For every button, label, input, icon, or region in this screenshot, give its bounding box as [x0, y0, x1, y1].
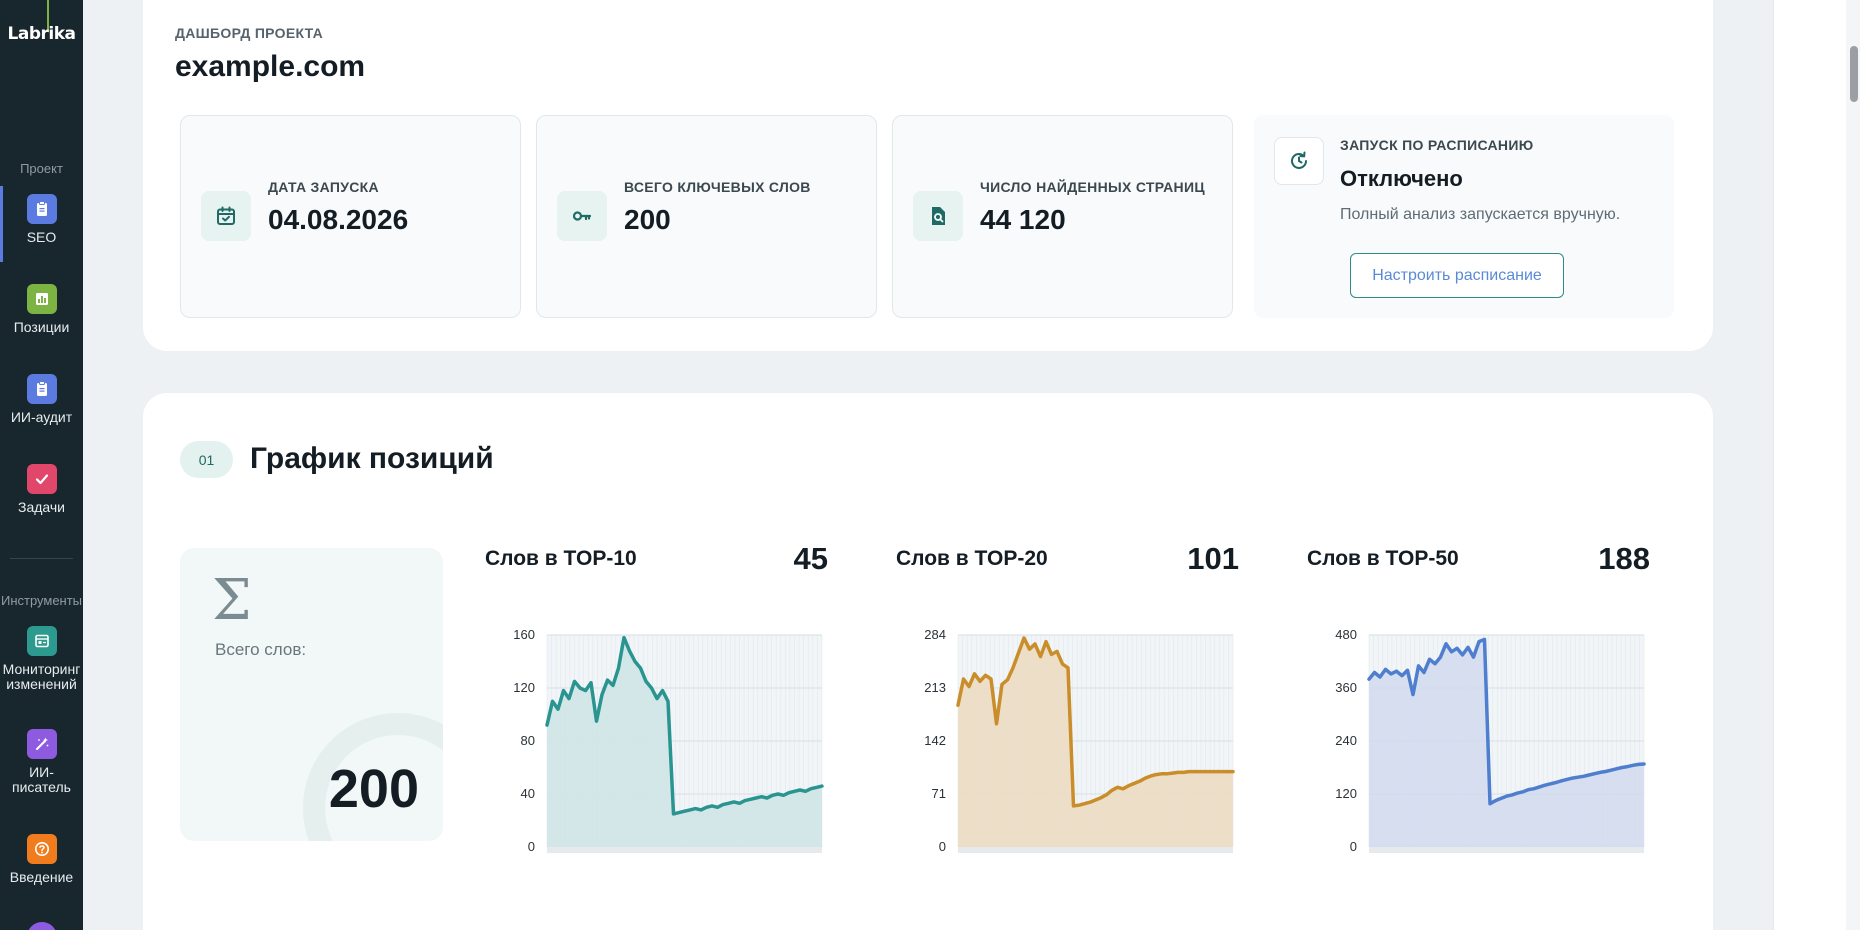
schedule-description: Полный анализ запускается вручную.	[1340, 206, 1621, 223]
x-axis	[1369, 847, 1644, 853]
sidebar-item-label: ИИ-аудит	[10, 409, 73, 425]
y-tick-label: 120	[1335, 786, 1357, 801]
chart-top20[interactable]: 0 71 142 213 284	[906, 625, 1246, 855]
total-words-value: 200	[328, 759, 419, 819]
x-axis	[958, 847, 1233, 853]
y-tick-label: 142	[924, 733, 946, 748]
right-panel	[1773, 0, 1846, 930]
y-tick-label: 0	[1350, 839, 1357, 854]
sidebar-section-tools: Инструменты	[0, 593, 83, 608]
total-words-label: Всего слов:	[215, 640, 307, 659]
sidebar-section-project: Проект	[20, 161, 63, 176]
y-tick-label: 0	[939, 839, 946, 854]
x-axis	[547, 847, 822, 853]
logo[interactable]: Labrika	[7, 24, 76, 44]
schedule-card: ЗАПУСК ПО РАСПИСАНИЮ Отключено Полный ан…	[1254, 115, 1674, 318]
monitor-window-icon	[26, 626, 57, 656]
sidebar-item-label: Задачи	[17, 499, 65, 515]
y-tick-label: 80	[521, 733, 535, 748]
sidebar-item-label: Позиции	[13, 319, 70, 335]
y-tick-label: 284	[924, 627, 946, 642]
y-tick-label: 0	[528, 839, 535, 854]
sidebar-item-tasks[interactable]: Задачи	[0, 464, 83, 515]
bar-chart-icon	[26, 284, 57, 314]
search-document-icon	[913, 191, 963, 241]
sidebar: Labrika Проект SEO Позиции ИИ-аудит Зада…	[0, 0, 83, 930]
page-title: example.com	[175, 50, 366, 83]
magic-wand-icon	[26, 729, 57, 759]
page-overline: ДАШБОРД ПРОЕКТА	[175, 25, 324, 41]
schedule-refresh-icon	[1274, 137, 1324, 185]
sidebar-item-label: Введение	[9, 869, 74, 885]
clipboard-icon	[26, 374, 57, 404]
chart-value: 101	[1187, 541, 1239, 576]
chart-top10[interactable]: 0 40 80 120 160	[495, 625, 835, 855]
stat-label: ЧИСЛО НАЙДЕННЫХ СТРАНИЦ	[980, 179, 1205, 195]
y-tick-label: 213	[924, 680, 946, 695]
stat-label: ВСЕГО КЛЮЧЕВЫХ СЛОВ	[624, 179, 811, 195]
logo-accent	[47, 0, 49, 30]
sidebar-item-label: Мониторинг изменений	[2, 661, 81, 692]
series-line	[956, 636, 1235, 808]
scrollbar-track[interactable]	[1846, 0, 1860, 930]
checkmark-icon	[26, 464, 57, 494]
schedule-label: ЗАПУСК ПО РАСПИСАНИЮ	[1340, 137, 1534, 153]
configure-schedule-button[interactable]: Настроить расписание	[1350, 253, 1564, 298]
y-tick-label: 160	[513, 627, 535, 642]
stat-value: 44 120	[980, 204, 1066, 235]
schedule-status: Отключено	[1340, 166, 1463, 191]
help-circle-icon	[26, 834, 57, 864]
y-tick-label: 71	[932, 786, 946, 801]
scrollbar-thumb[interactable]	[1850, 46, 1858, 102]
chart-title: Слов в TOP-10	[485, 547, 637, 570]
sidebar-item-intro[interactable]: Введение	[0, 834, 83, 885]
chart-top50[interactable]: 0 120 240 360 480	[1317, 625, 1657, 855]
key-icon	[557, 191, 607, 241]
series-line	[545, 635, 824, 816]
series-area	[1369, 639, 1644, 847]
sidebar-item-positions[interactable]: Позиции	[0, 284, 83, 335]
avatar[interactable]	[27, 922, 57, 930]
y-tick-label: 40	[521, 786, 535, 801]
y-tick-label: 120	[513, 680, 535, 695]
section-title: График позиций	[250, 442, 494, 475]
series-area	[547, 637, 822, 847]
section-number-badge: 01	[180, 441, 233, 478]
chart-title: Слов в TOP-20	[896, 547, 1048, 570]
sigma-icon: Σ	[212, 568, 252, 633]
y-tick-label: 480	[1335, 627, 1357, 642]
stat-card-pages-found: ЧИСЛО НАЙДЕННЫХ СТРАНИЦ 44 120	[892, 115, 1233, 318]
stat-card-keywords: ВСЕГО КЛЮЧЕВЫХ СЛОВ 200	[536, 115, 877, 318]
stat-card-launch-date: ДАТА ЗАПУСКА 04.08.2026	[180, 115, 521, 318]
chart-value: 45	[793, 541, 828, 576]
chart-value: 188	[1598, 541, 1650, 576]
sidebar-item-ai-writer[interactable]: ИИ-писатель	[0, 729, 83, 795]
series-area	[958, 638, 1233, 847]
sidebar-item-seo[interactable]: SEO	[0, 186, 83, 262]
calendar-check-icon	[201, 191, 251, 241]
chart-title: Слов в TOP-50	[1307, 547, 1459, 570]
clipboard-icon	[26, 194, 57, 224]
sidebar-item-change-monitoring[interactable]: Мониторинг изменений	[0, 626, 83, 692]
sidebar-item-label: ИИ-писатель	[12, 764, 71, 795]
sidebar-item-label: SEO	[26, 229, 57, 245]
stat-value: 04.08.2026	[268, 204, 409, 235]
total-words-box: Σ Всего слов: 200	[180, 548, 443, 841]
y-tick-label: 240	[1335, 733, 1357, 748]
stat-value: 200	[624, 204, 671, 235]
series-line	[1367, 637, 1646, 806]
sidebar-divider	[10, 558, 73, 559]
stat-label: ДАТА ЗАПУСКА	[268, 179, 379, 195]
y-tick-label: 360	[1335, 680, 1357, 695]
sidebar-item-ai-audit[interactable]: ИИ-аудит	[0, 374, 83, 425]
